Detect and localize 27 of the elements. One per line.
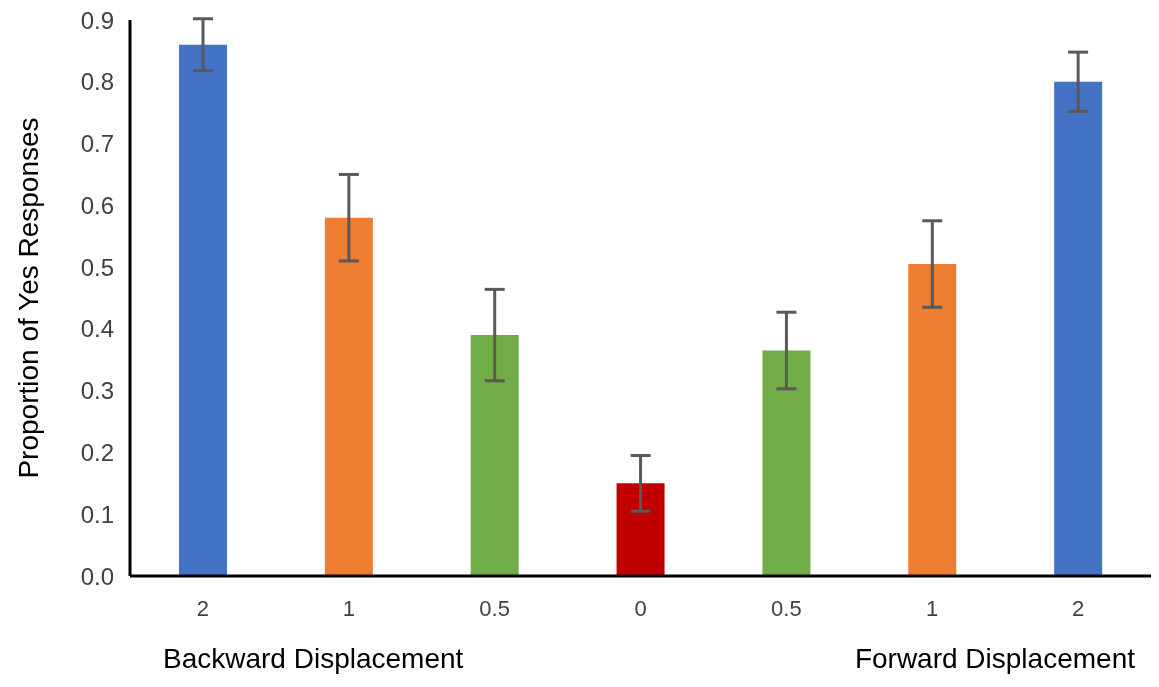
y-tick-label: 0.2 <box>80 438 114 466</box>
bar <box>324 217 373 576</box>
x-tick-label: 1 <box>342 595 355 621</box>
y-axis-title: Proportion of Yes Responses <box>12 117 44 479</box>
bar <box>762 350 811 576</box>
text: Backward Displacement <box>163 643 464 675</box>
x-tick-label: 2 <box>1071 595 1085 621</box>
x-tick-label: 2 <box>196 595 210 621</box>
y-tick-label: 0.8 <box>80 68 114 96</box>
bar <box>1054 81 1103 576</box>
y-tick-label: 0.6 <box>80 191 114 219</box>
y-tick-label: 0.0 <box>80 562 114 590</box>
bar <box>179 44 227 576</box>
bar <box>470 335 519 576</box>
x-tick-label: 0.5 <box>771 595 802 621</box>
x-tick-label: 1 <box>926 595 939 621</box>
y-tick-label: 0.1 <box>80 500 114 528</box>
y-tick-label: 0.3 <box>80 377 114 405</box>
y-tick-label: 0.9 <box>80 6 114 34</box>
x-tick-label: 0.5 <box>479 595 510 621</box>
y-tick-label: 0.5 <box>80 253 114 281</box>
bar <box>908 264 957 576</box>
y-tick-label: 0.7 <box>80 130 114 158</box>
text: Forward Displacement <box>854 643 1135 675</box>
y-tick-label: 0.4 <box>80 315 114 343</box>
x-tick-label: 0 <box>634 595 647 621</box>
bar <box>616 483 665 576</box>
